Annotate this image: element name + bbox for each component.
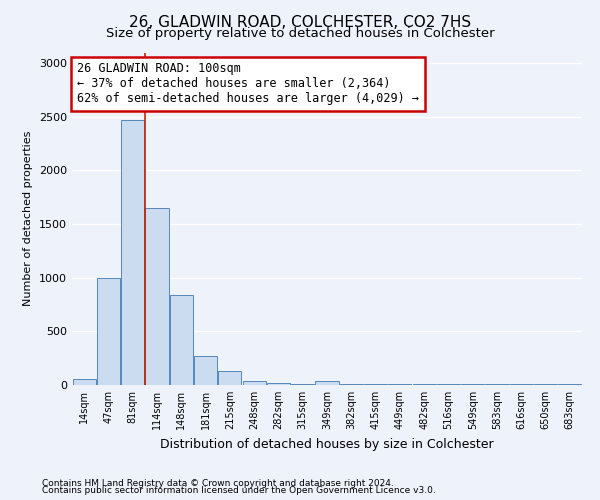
Bar xyxy=(73,379,95,385)
Bar xyxy=(194,356,217,385)
Bar xyxy=(291,384,314,385)
Bar xyxy=(461,384,484,385)
Bar xyxy=(485,384,509,385)
Bar xyxy=(121,120,144,385)
Bar xyxy=(534,384,557,385)
Bar xyxy=(340,384,363,385)
Text: Contains public sector information licensed under the Open Government Licence v3: Contains public sector information licen… xyxy=(42,486,436,495)
Bar xyxy=(267,384,290,385)
Bar xyxy=(437,384,460,385)
Bar xyxy=(145,208,169,385)
Text: Contains HM Land Registry data © Crown copyright and database right 2024.: Contains HM Land Registry data © Crown c… xyxy=(42,478,394,488)
X-axis label: Distribution of detached houses by size in Colchester: Distribution of detached houses by size … xyxy=(160,438,494,450)
Bar xyxy=(97,278,120,385)
Text: Size of property relative to detached houses in Colchester: Size of property relative to detached ho… xyxy=(106,28,494,40)
Text: 26, GLADWIN ROAD, COLCHESTER, CO2 7HS: 26, GLADWIN ROAD, COLCHESTER, CO2 7HS xyxy=(129,15,471,30)
Bar xyxy=(413,384,436,385)
Bar xyxy=(170,296,193,385)
Text: 26 GLADWIN ROAD: 100sqm
← 37% of detached houses are smaller (2,364)
62% of semi: 26 GLADWIN ROAD: 100sqm ← 37% of detache… xyxy=(77,62,419,106)
Bar xyxy=(316,381,338,385)
Bar xyxy=(559,384,581,385)
Bar xyxy=(510,384,533,385)
Bar xyxy=(242,381,266,385)
Y-axis label: Number of detached properties: Number of detached properties xyxy=(23,131,34,306)
Bar xyxy=(218,371,241,385)
Bar xyxy=(364,384,387,385)
Bar xyxy=(388,384,412,385)
